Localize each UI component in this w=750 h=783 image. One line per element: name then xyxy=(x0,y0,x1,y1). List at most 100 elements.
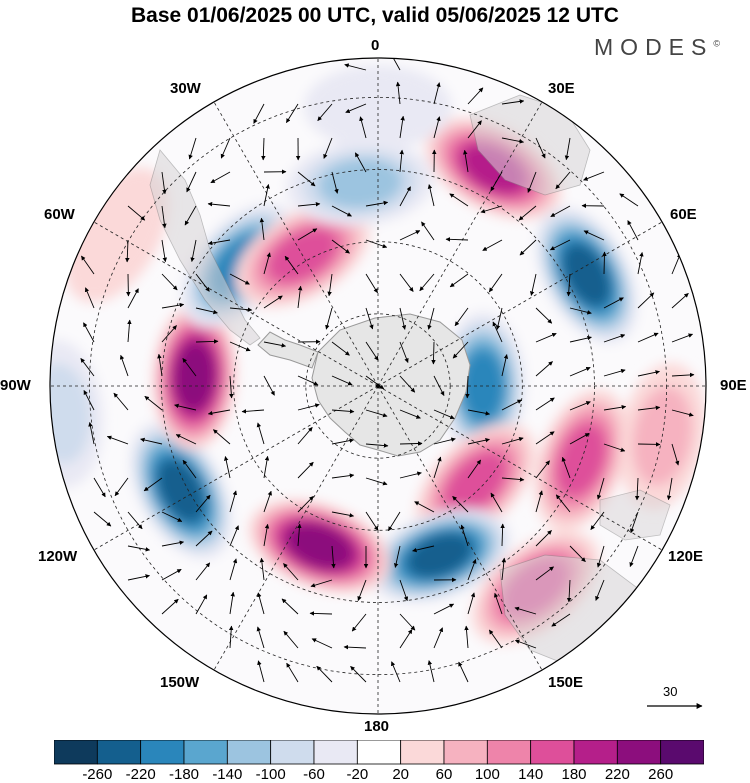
brand-text: MODES xyxy=(594,34,714,60)
lon-label-30w: 30W xyxy=(170,80,201,97)
wind-vector xyxy=(671,293,689,309)
wind-vector xyxy=(253,103,265,124)
antarctica-landmass xyxy=(257,313,471,457)
wind-vector xyxy=(127,319,132,343)
anomaly-contour xyxy=(556,423,607,497)
wind-vector xyxy=(127,288,139,309)
vector-scale-label: 30 xyxy=(663,684,678,699)
wind-vector xyxy=(467,409,491,416)
wind-vector xyxy=(637,292,655,309)
wind-vector xyxy=(331,511,355,518)
wind-vector xyxy=(220,137,231,159)
wind-vector xyxy=(501,99,525,105)
wind-vector xyxy=(535,397,555,411)
wind-vector xyxy=(331,239,350,254)
anomaly-contour xyxy=(444,452,507,515)
lon-label-120w: 120W xyxy=(38,548,78,565)
wind-vector xyxy=(263,184,270,207)
wind-vector xyxy=(419,273,435,292)
wind-vector xyxy=(492,321,503,343)
wind-vector xyxy=(331,473,355,479)
wind-vector xyxy=(195,339,219,344)
wind-vector xyxy=(535,490,543,513)
wind-vector xyxy=(602,251,607,275)
colorbar-tick-label: -260 xyxy=(82,766,113,783)
wind-vector xyxy=(309,611,333,616)
wind-vector xyxy=(331,341,350,356)
wind-vector xyxy=(529,273,537,296)
wind-vector xyxy=(399,341,409,363)
wind-vector xyxy=(501,557,507,581)
wind-vector xyxy=(501,354,509,377)
wind-vector xyxy=(590,511,605,530)
wind-vector xyxy=(297,523,302,547)
wind-vector xyxy=(127,205,146,221)
colorbar-swatch xyxy=(183,740,228,765)
colorbar-tick-label: -220 xyxy=(125,766,156,783)
meridian-line xyxy=(377,221,663,387)
wind-vector xyxy=(229,273,250,285)
wind-vector xyxy=(535,460,550,479)
wind-vector xyxy=(433,409,455,420)
wind-vector xyxy=(365,511,379,531)
wind-vector xyxy=(671,409,694,417)
wind-vector xyxy=(490,492,503,513)
colorbar-swatch xyxy=(443,740,488,765)
colorbar-swatch xyxy=(573,740,618,765)
wind-vector xyxy=(433,437,456,445)
wind-vector xyxy=(188,137,197,160)
wind-vector xyxy=(190,239,197,263)
wind-vector xyxy=(311,638,333,649)
wind-vector xyxy=(161,171,167,195)
wind-vector xyxy=(229,307,253,312)
wind-vector xyxy=(569,307,592,315)
colorbar-tick-label: -180 xyxy=(168,766,200,783)
colorbar-tick-label: 60 xyxy=(435,766,453,783)
anomaly-contour xyxy=(562,243,611,307)
wind-vector xyxy=(365,307,374,330)
wind-vector xyxy=(449,273,469,288)
wind-vector xyxy=(527,171,537,193)
wind-vector xyxy=(365,409,388,418)
wind-vector xyxy=(603,334,626,343)
wind-vector xyxy=(84,287,95,309)
wind-vector xyxy=(297,171,316,187)
colorbar-swatch xyxy=(486,740,532,765)
wind-vector xyxy=(331,375,353,386)
wind-vector xyxy=(207,201,231,207)
colorbar-tick-label: -20 xyxy=(346,766,369,783)
wind-vector xyxy=(195,562,211,581)
wind-vector xyxy=(297,403,320,411)
wind-vector xyxy=(433,456,442,479)
wind-vector xyxy=(518,205,537,221)
wind-vector xyxy=(161,568,182,581)
wind-vector xyxy=(281,598,299,615)
wind-vector xyxy=(343,644,367,650)
wind-vector xyxy=(535,137,546,159)
wind-vector xyxy=(569,432,590,445)
wind-vector xyxy=(596,545,605,568)
wind-vector xyxy=(297,202,321,207)
lon-label-90w: 90W xyxy=(0,377,31,394)
meridian-line xyxy=(377,385,543,671)
colorbar-swatch xyxy=(400,740,445,765)
wind-vector xyxy=(93,511,112,527)
wind-vector xyxy=(365,443,389,448)
wind-vector xyxy=(414,501,435,513)
wind-vector xyxy=(207,409,231,416)
anomaly-contour xyxy=(318,158,403,209)
colorbar-swatch xyxy=(54,740,98,765)
wind-vector xyxy=(569,401,591,411)
colorbar-swatch xyxy=(96,740,142,765)
wind-vector xyxy=(603,404,627,411)
wind-vector xyxy=(316,665,333,683)
wind-vector xyxy=(467,437,490,445)
wind-vector xyxy=(399,375,416,393)
wind-vector xyxy=(421,221,435,241)
wind-vector xyxy=(210,171,231,184)
wind-vector xyxy=(467,592,476,615)
wind-vector xyxy=(514,606,537,615)
wind-vector xyxy=(261,137,266,161)
wind-vector xyxy=(175,434,197,445)
wind-vector xyxy=(519,239,537,256)
